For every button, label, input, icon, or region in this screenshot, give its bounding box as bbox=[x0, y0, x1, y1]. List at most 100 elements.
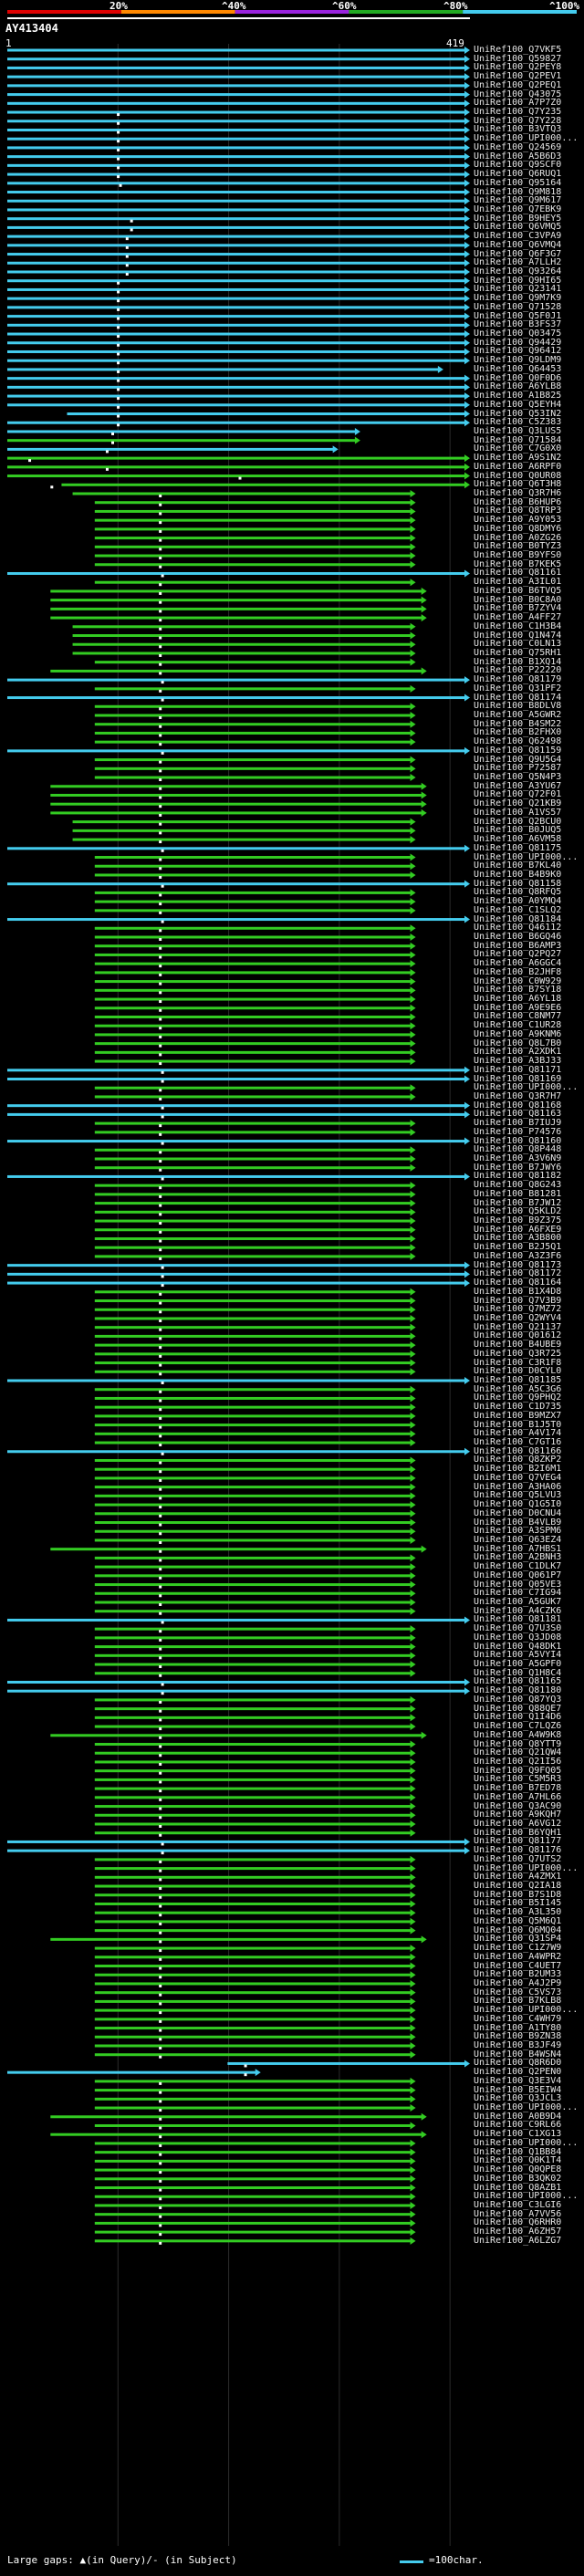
hit-label-79[interactable]: UniRef100_Q81159 bbox=[474, 745, 562, 756]
hit-label-237[interactable]: UniRef100_Q1BB84 bbox=[474, 2146, 562, 2157]
hit-label-244[interactable]: UniRef100_A7VV56 bbox=[474, 2208, 562, 2219]
hit-label-214[interactable]: UniRef100_C1Z7W9 bbox=[474, 1943, 562, 1954]
hit-label-105[interactable]: UniRef100_C0W929 bbox=[474, 975, 562, 986]
hit-label-73[interactable]: UniRef100_Q81174 bbox=[474, 692, 562, 703]
hit-label-143[interactable]: UniRef100_Q2WYV4 bbox=[474, 1312, 562, 1323]
hit-label-169[interactable]: UniRef100_A7HBS1 bbox=[474, 1543, 562, 1554]
hit-label-191[interactable]: UniRef100_Q8YTT9 bbox=[474, 1738, 562, 1749]
hit-label-129[interactable]: UniRef100_B81281 bbox=[474, 1188, 562, 1199]
hit-label-33[interactable]: UniRef100_Q94429 bbox=[474, 337, 562, 348]
hit-label-181[interactable]: UniRef100_A5VYI4 bbox=[474, 1650, 562, 1661]
hit-label-69[interactable]: UniRef100_B1XQ14 bbox=[474, 656, 562, 667]
hit-label-59[interactable]: UniRef100_Q81161 bbox=[474, 568, 562, 579]
hit-label-70[interactable]: UniRef100_P22220 bbox=[474, 665, 562, 676]
hit-label-29[interactable]: UniRef100_Q71528 bbox=[474, 301, 562, 312]
hit-label-218[interactable]: UniRef100_A4J2P9 bbox=[474, 1977, 562, 1988]
hit-label-35[interactable]: UniRef100_Q9LDM9 bbox=[474, 355, 562, 366]
hit-label-206[interactable]: UniRef100_A4ZMX1 bbox=[474, 1872, 562, 1882]
hit-label-188[interactable]: UniRef100_Q1I4D6 bbox=[474, 1712, 562, 1723]
hit-label-197[interactable]: UniRef100_A7HL66 bbox=[474, 1791, 562, 1802]
hit-label-110[interactable]: UniRef100_C1UR28 bbox=[474, 1020, 562, 1031]
hit-label-18[interactable]: UniRef100_Q7EBK9 bbox=[474, 203, 562, 214]
hit-label-45[interactable]: UniRef100_C7G0X0 bbox=[474, 443, 562, 454]
hit-label-178[interactable]: UniRef100_Q7U3S0 bbox=[474, 1623, 562, 1634]
hit-label-86[interactable]: UniRef100_A1VS57 bbox=[474, 807, 562, 818]
hit-label-222[interactable]: UniRef100_C4WH79 bbox=[474, 2013, 562, 2024]
hit-label-194[interactable]: UniRef100_Q9FQ05 bbox=[474, 1765, 562, 1776]
hit-label-149[interactable]: UniRef100_D0CYL0 bbox=[474, 1366, 562, 1377]
hit-label-209[interactable]: UniRef100_B5I145 bbox=[474, 1898, 562, 1909]
hit-label-217[interactable]: UniRef100_B2UM33 bbox=[474, 1969, 562, 1980]
hit-label-7[interactable]: UniRef100_Q7Y235 bbox=[474, 107, 562, 118]
hit-label-189[interactable]: UniRef100_C7LQZ6 bbox=[474, 1721, 562, 1732]
hit-label-147[interactable]: UniRef100_Q3R725 bbox=[474, 1348, 562, 1359]
hit-label-153[interactable]: UniRef100_C1D735 bbox=[474, 1402, 562, 1413]
hit-label-232[interactable]: UniRef100_UPI000... bbox=[474, 2102, 579, 2113]
hit-label-228[interactable]: UniRef100_Q2PEN0 bbox=[474, 2067, 562, 2078]
hit-label-25[interactable]: UniRef100_Q93264 bbox=[474, 266, 562, 276]
hit-label-111[interactable]: UniRef100_A9KNM6 bbox=[474, 1028, 562, 1039]
hit-label-180[interactable]: UniRef100_Q48DK1 bbox=[474, 1641, 562, 1652]
hit-label-97[interactable]: UniRef100_C1SLQ2 bbox=[474, 904, 562, 915]
hit-label-239[interactable]: UniRef100_Q0QPE8 bbox=[474, 2164, 562, 2175]
hit-label-205[interactable]: UniRef100_UPI000... bbox=[474, 1862, 579, 1873]
hit-label-227[interactable]: UniRef100_Q8R6D0 bbox=[474, 2058, 562, 2069]
hit-label-109[interactable]: UniRef100_C8NM77 bbox=[474, 1011, 562, 1022]
hit-label-103[interactable]: UniRef100_A6GGC4 bbox=[474, 958, 562, 969]
hit-label-173[interactable]: UniRef100_Q05VE3 bbox=[474, 1579, 562, 1590]
hit-label-233[interactable]: UniRef100_A0B9D4 bbox=[474, 2111, 562, 2122]
hit-label-34[interactable]: UniRef100_Q96412 bbox=[474, 346, 562, 357]
hit-label-168[interactable]: UniRef100_Q63EZ4 bbox=[474, 1534, 562, 1545]
hit-label-212[interactable]: UniRef100_Q6MQ04 bbox=[474, 1924, 562, 1935]
hit-label-203[interactable]: UniRef100_Q81176 bbox=[474, 1845, 562, 1856]
hit-label-162[interactable]: UniRef100_A3HA06 bbox=[474, 1481, 562, 1492]
hit-label-99[interactable]: UniRef100_Q46112 bbox=[474, 923, 562, 933]
hit-label-208[interactable]: UniRef100_B7S1D8 bbox=[474, 1889, 562, 1900]
hit-label-136[interactable]: UniRef100_A3Z3F6 bbox=[474, 1250, 562, 1261]
hit-label-151[interactable]: UniRef100_A5C3G6 bbox=[474, 1383, 562, 1394]
hit-label-231[interactable]: UniRef100_Q3JCL3 bbox=[474, 2093, 562, 2104]
hit-label-72[interactable]: UniRef100_Q31PF2 bbox=[474, 683, 562, 694]
hit-label-175[interactable]: UniRef100_A5GUK7 bbox=[474, 1597, 562, 1607]
hit-label-144[interactable]: UniRef100_Q21137 bbox=[474, 1321, 562, 1332]
hit-label-48[interactable]: UniRef100_Q0UR08 bbox=[474, 470, 562, 481]
hit-label-11[interactable]: UniRef100_Q24569 bbox=[474, 141, 562, 152]
hit-label-53[interactable]: UniRef100_A9Y053 bbox=[474, 515, 562, 526]
hit-label-130[interactable]: UniRef100_B7JW12 bbox=[474, 1197, 562, 1208]
hit-label-126[interactable]: UniRef100_B7JWY6 bbox=[474, 1162, 562, 1173]
hit-label-78[interactable]: UniRef100_Q62498 bbox=[474, 736, 562, 747]
hit-label-156[interactable]: UniRef100_A4V174 bbox=[474, 1428, 562, 1439]
hit-label-38[interactable]: UniRef100_A6YLB8 bbox=[474, 381, 562, 392]
hit-label-49[interactable]: UniRef100_Q6T3H8 bbox=[474, 479, 562, 490]
hit-label-21[interactable]: UniRef100_C3VPA9 bbox=[474, 231, 562, 242]
hit-label-47[interactable]: UniRef100_A6RPF0 bbox=[474, 461, 562, 472]
hit-label-115[interactable]: UniRef100_Q81171 bbox=[474, 1064, 562, 1075]
hit-label-82[interactable]: UniRef100_Q5N4P3 bbox=[474, 772, 562, 783]
hit-label-117[interactable]: UniRef100_UPI000... bbox=[474, 1082, 579, 1093]
hit-label-128[interactable]: UniRef100_Q8G243 bbox=[474, 1180, 562, 1191]
hit-label-30[interactable]: UniRef100_Q5F0J1 bbox=[474, 310, 562, 321]
hit-label-24[interactable]: UniRef100_A7LLH2 bbox=[474, 257, 562, 268]
hit-label-167[interactable]: UniRef100_A3SPM6 bbox=[474, 1526, 562, 1537]
hit-label-166[interactable]: UniRef100_B4VLB9 bbox=[474, 1517, 562, 1528]
hit-label-139[interactable]: UniRef100_Q81164 bbox=[474, 1278, 562, 1288]
hit-label-157[interactable]: UniRef100_C7GT16 bbox=[474, 1437, 562, 1448]
hit-label-238[interactable]: UniRef100_Q0K1T4 bbox=[474, 2155, 562, 2166]
hit-label-223[interactable]: UniRef100_A1TY80 bbox=[474, 2022, 562, 2033]
hit-label-177[interactable]: UniRef100_Q81181 bbox=[474, 1614, 562, 1625]
hit-label-171[interactable]: UniRef100_C1DLK7 bbox=[474, 1561, 562, 1572]
hit-label-64[interactable]: UniRef100_A4FF27 bbox=[474, 612, 562, 623]
hit-label-50[interactable]: UniRef100_Q3R7H6 bbox=[474, 488, 562, 498]
hit-label-234[interactable]: UniRef100_C9RL66 bbox=[474, 2120, 562, 2131]
hit-label-15[interactable]: UniRef100_Q95164 bbox=[474, 177, 562, 188]
hit-label-137[interactable]: UniRef100_Q81173 bbox=[474, 1259, 562, 1270]
hit-label-32[interactable]: UniRef100_Q03475 bbox=[474, 329, 562, 339]
hit-label-221[interactable]: UniRef100_UPI000... bbox=[474, 2005, 579, 2016]
hit-label-65[interactable]: UniRef100_C1H3B4 bbox=[474, 621, 562, 631]
hit-label-184[interactable]: UniRef100_Q81165 bbox=[474, 1676, 562, 1687]
hit-label-42[interactable]: UniRef100_C5Z383 bbox=[474, 417, 562, 428]
hit-label-132[interactable]: UniRef100_B9Z375 bbox=[474, 1215, 562, 1226]
hit-label-133[interactable]: UniRef100_A6FXE9 bbox=[474, 1224, 562, 1235]
hit-label-107[interactable]: UniRef100_A6YL18 bbox=[474, 994, 562, 1005]
hit-label-80[interactable]: UniRef100_Q9U5G4 bbox=[474, 754, 562, 765]
